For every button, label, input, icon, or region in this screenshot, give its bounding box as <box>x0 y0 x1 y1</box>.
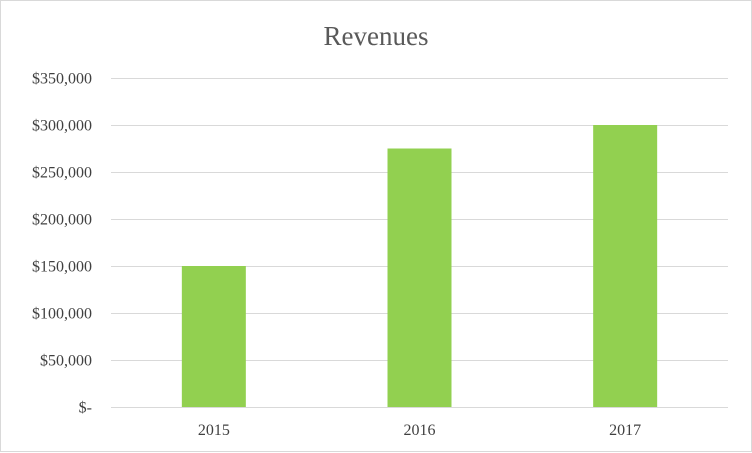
bar-2015 <box>181 266 246 407</box>
y-tick-label: $200,000 <box>32 212 92 229</box>
bar-2017 <box>593 125 658 407</box>
y-tick-label: $250,000 <box>32 165 92 182</box>
x-tick-label: 2015 <box>198 422 230 439</box>
x-tick-label: 2016 <box>404 422 436 439</box>
y-tick-label: $300,000 <box>32 118 92 135</box>
bar-2016 <box>387 148 452 407</box>
y-tick-label: $- <box>79 400 92 417</box>
y-tick-label: $350,000 <box>32 71 92 88</box>
y-tick-label: $100,000 <box>32 306 92 323</box>
y-axis-tick-labels: $- $50,000 $100,000 $150,000 $200,000 $250,00… <box>32 71 92 417</box>
x-axis-tick-labels: 2015 2016 2017 <box>198 422 641 439</box>
chart-title: Revenues <box>324 21 429 51</box>
y-tick-label: $150,000 <box>32 259 92 276</box>
bars <box>181 125 658 407</box>
y-tick-label: $50,000 <box>40 353 92 370</box>
x-tick-label: 2017 <box>609 422 641 439</box>
